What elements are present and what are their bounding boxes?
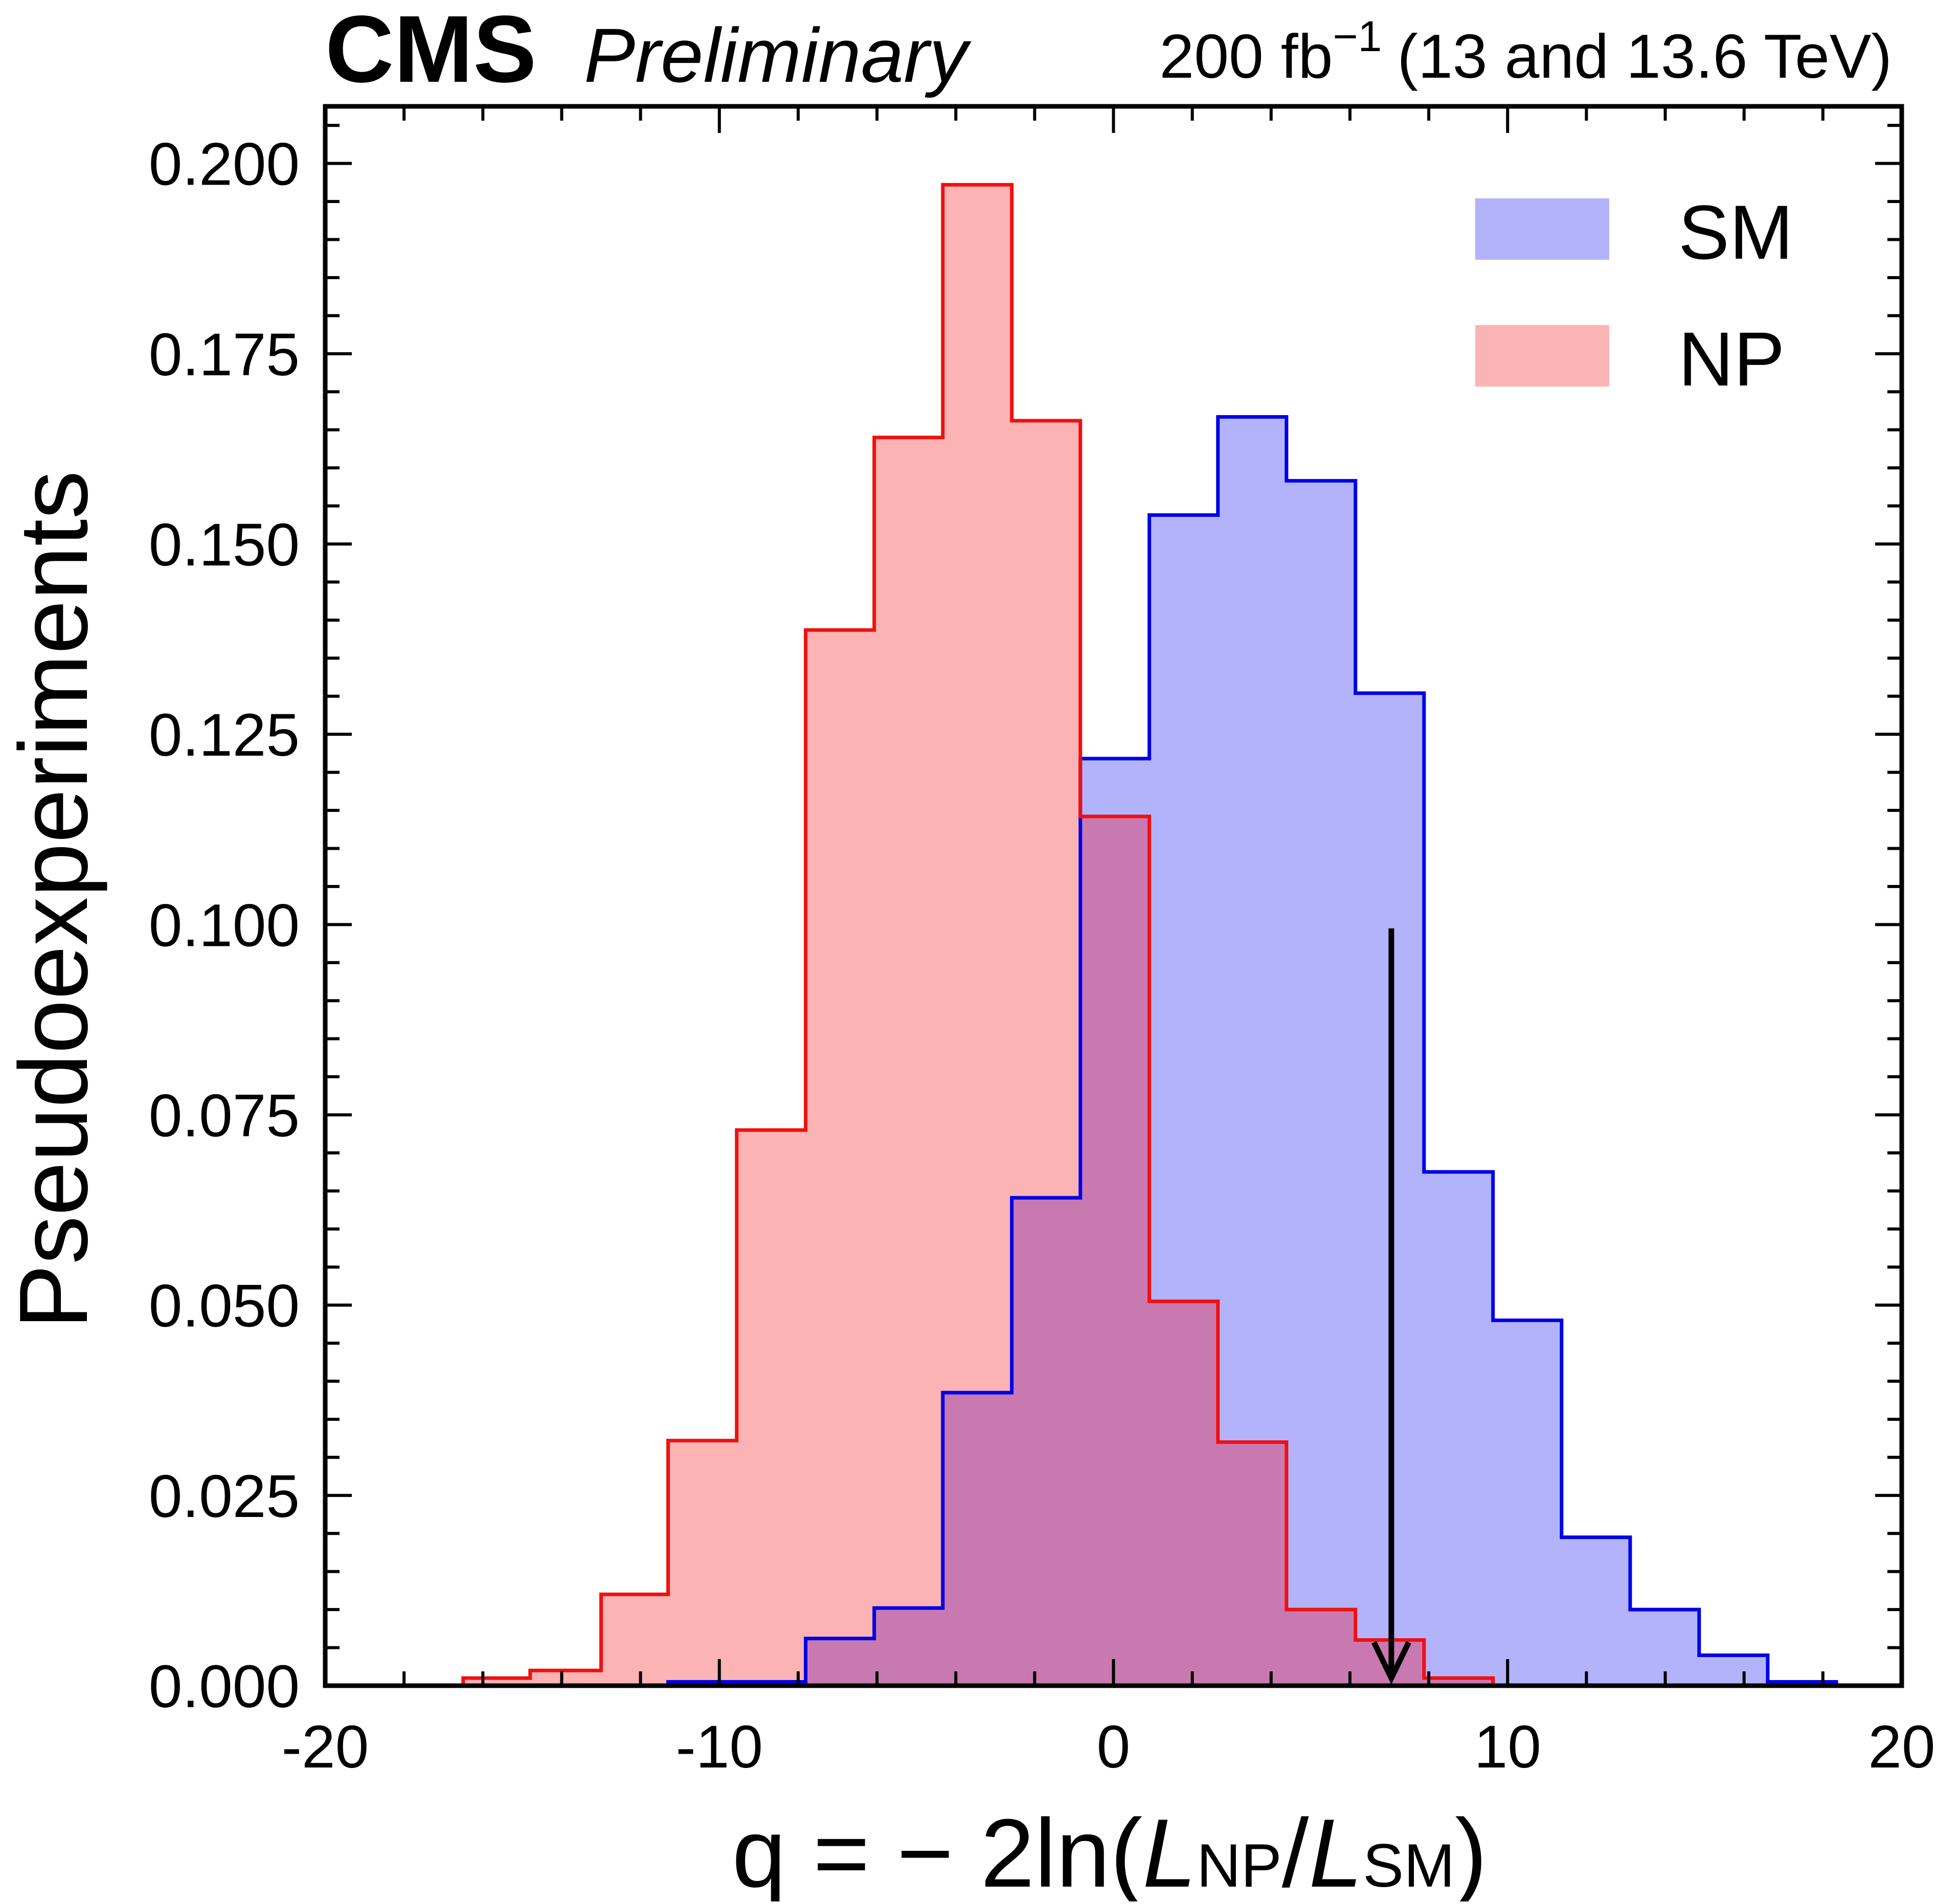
x-axis-label-suffix: ) (1455, 1799, 1487, 1901)
observed-arrow-head (1371, 1641, 1411, 1685)
x-axis-label-L1: L (1142, 1799, 1197, 1901)
legend: SM NP (1475, 189, 1793, 402)
overlap-bar (1218, 1442, 1287, 1686)
np-bar (668, 1440, 737, 1686)
y-tick-label: 0.150 (149, 511, 300, 579)
luminosity-label: 200 fb−1 (13 and 13.6 TeV) (1159, 12, 1892, 91)
lumi-energy: (13 and 13.6 TeV) (1397, 21, 1892, 91)
np-bar (805, 630, 875, 1686)
x-tick-label: 10 (1474, 1713, 1541, 1781)
y-tick-label: 0.000 (149, 1653, 300, 1720)
x-axis-label-sub1: NP (1197, 1831, 1282, 1900)
y-axis-label: Pseudoexperiments (0, 470, 108, 1329)
overlap-bar (1011, 1197, 1081, 1686)
overlap-bar (874, 1608, 943, 1686)
y-tick-label: 0.050 (149, 1273, 300, 1340)
overlap-bar (1149, 1301, 1219, 1686)
x-tick-label: 20 (1868, 1713, 1935, 1781)
y-tick-label: 0.075 (149, 1082, 300, 1149)
sm-bar (1424, 1172, 1494, 1686)
y-tick-label: 0.175 (149, 321, 300, 389)
histogram-outlines (461, 183, 1838, 1686)
np-bar (736, 1130, 806, 1686)
y-tick-labels: 0.000 0.025 0.050 0.075 0.100 0.125 0.150 0.175… (149, 131, 300, 1720)
observed-arrow (1371, 928, 1411, 1685)
sm-bar (1561, 1537, 1631, 1686)
x-axis-label-slash: / (1282, 1799, 1309, 1901)
sm-bar (1286, 481, 1356, 1686)
sm-bar (1493, 1320, 1562, 1686)
legend-np-swatch (1475, 325, 1609, 387)
x-tick-labels: -20 -10 0 10 20 (282, 1713, 1935, 1781)
x-axis-label-L2: L (1309, 1799, 1363, 1901)
overlap-bar (942, 1392, 1012, 1686)
status-label: Preliminary (584, 12, 972, 98)
lumi-exponent: −1 (1333, 12, 1382, 60)
y-tick-label: 0.100 (149, 892, 300, 959)
legend-sm-swatch (1475, 198, 1609, 260)
sm-bar (1699, 1655, 1768, 1686)
x-axis-label-prefix: q = − 2ln( (732, 1799, 1143, 1901)
x-tick-label: 0 (1097, 1713, 1131, 1781)
np-series-line (461, 183, 1495, 1686)
y-tick-label: 0.025 (149, 1463, 300, 1530)
np-bar (530, 1670, 602, 1686)
x-axis-label: q = − 2ln(LNP/LSM) (732, 1799, 1488, 1901)
y-tick-label: 0.125 (149, 701, 300, 769)
sm-series-line (666, 415, 1838, 1686)
overlap-bar (1080, 816, 1150, 1686)
experiment-label: CMS (325, 0, 536, 102)
header: CMS Preliminary 200 fb−1 (13 and 13.6 TeV… (325, 0, 1892, 102)
lumi-value: 200 fb (1159, 21, 1333, 91)
legend-np-label: NP (1678, 316, 1785, 402)
x-tick-label: -10 (675, 1713, 763, 1781)
y-tick-label: 0.200 (149, 131, 300, 198)
legend-sm-label: SM (1678, 189, 1793, 275)
np-bar (601, 1594, 669, 1686)
overlap-bar (805, 1638, 875, 1686)
np-bar (874, 437, 943, 1686)
x-tick-label: -20 (282, 1713, 369, 1781)
x-axis-label-sub2: SM (1363, 1831, 1455, 1900)
axis-ticks (324, 106, 1903, 1687)
overlap-bar (1286, 1610, 1356, 1686)
histogram-fills (463, 185, 1837, 1686)
